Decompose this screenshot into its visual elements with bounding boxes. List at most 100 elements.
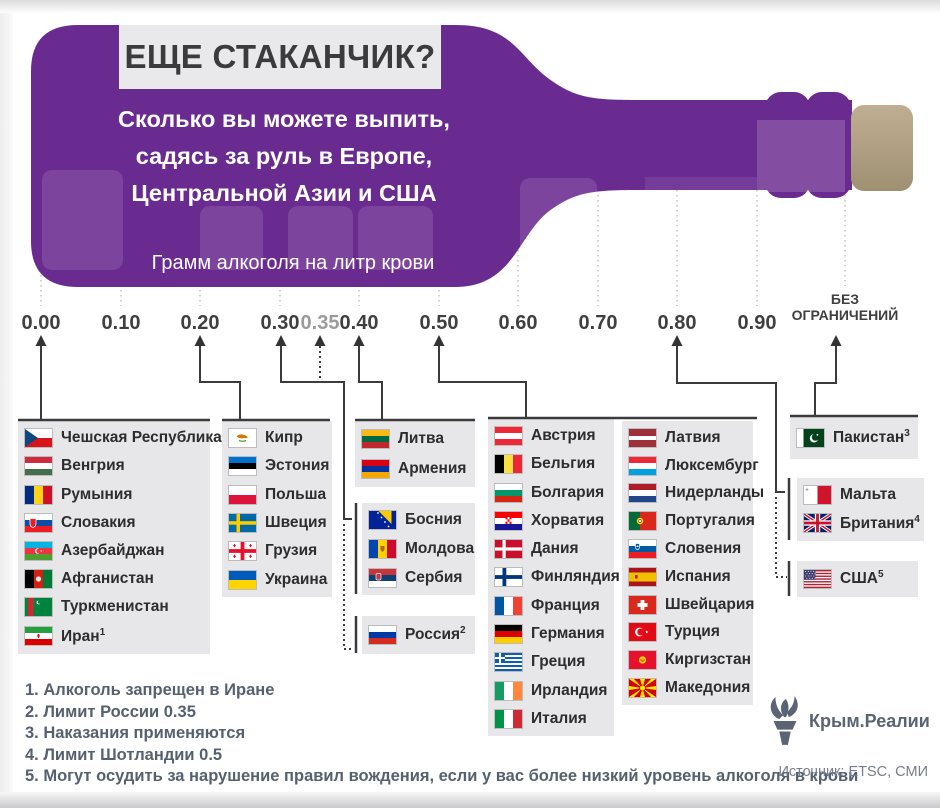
country-row: Франция	[488, 596, 614, 615]
country-label: Португалия	[665, 512, 755, 530]
country-label: Румыния	[61, 485, 133, 503]
tick-label-0.00: 0.00	[21, 312, 61, 334]
bottle-illustration	[31, 25, 913, 306]
no-limit-line: БЕЗ	[830, 291, 860, 307]
group-box-без ограничений: Пакистан3	[790, 417, 918, 459]
country-row: Сербия	[362, 568, 475, 587]
country-row: Ирландия	[488, 681, 614, 700]
sk-flag-icon	[25, 513, 52, 532]
country-label: Люксембург	[665, 456, 759, 474]
pl-flag-icon	[229, 485, 256, 504]
arrowhead-icon	[353, 335, 365, 346]
country-label: Македония	[665, 679, 751, 697]
tick-label-0.10: 0.10	[101, 312, 141, 334]
country-label: Австрия	[531, 427, 596, 445]
tick-label-0.60: 0.60	[498, 312, 538, 334]
country-row: Нидерланды	[622, 484, 764, 503]
mk-flag-icon	[629, 679, 656, 698]
lu-flag-icon	[629, 456, 656, 475]
gb-flag-icon	[804, 514, 831, 533]
af-flag-icon	[25, 570, 52, 589]
connector-russia-dashed	[343, 524, 354, 650]
country-label: Мальта	[840, 485, 896, 503]
subtitle-line: Центральной Азии и США	[131, 180, 437, 206]
country-row: Греция	[488, 653, 614, 672]
connector-usa-dashed	[775, 497, 787, 578]
country-label: Иран1	[61, 626, 106, 645]
country-label: Финляндия	[531, 568, 620, 586]
arrowhead-icon	[35, 335, 47, 346]
country-row: Грузия	[222, 542, 332, 561]
country-label: Словения	[665, 540, 742, 558]
group-box-0.80: Мальта Британия4	[797, 478, 924, 541]
page-edge-top	[0, 0, 940, 13]
country-label: Германия	[531, 624, 605, 642]
tick-label-0.80: 0.80	[657, 312, 697, 334]
tick-label-0.70: 0.70	[578, 312, 618, 334]
connector-0.50	[438, 344, 527, 418]
country-row: Британия4	[797, 514, 924, 533]
tick-label-0.90: 0.90	[737, 312, 777, 334]
ee-flag-icon	[229, 457, 256, 476]
country-label: Франция	[531, 596, 600, 614]
country-label: Азербайджан	[61, 541, 165, 559]
country-row: Иран1	[18, 627, 210, 646]
country-row: Турция	[622, 623, 753, 642]
ro-flag-icon	[25, 485, 52, 504]
country-label: Венгрия	[61, 457, 125, 475]
tick-label-0.40: 0.40	[339, 312, 379, 334]
country-label: Испания	[665, 567, 731, 585]
country-label: Афганистан	[61, 570, 154, 588]
footnotes: 1. Алкоголь запрещен в Иране 2. Лимит Рос…	[25, 680, 858, 788]
es-flag-icon	[629, 567, 656, 586]
country-row: Литва	[355, 430, 475, 448]
axis-label: Грамм алкоголя на литр крови	[151, 252, 435, 274]
arrowhead-icon	[314, 335, 326, 346]
subtitle-line: Сколько вы можете выпить,	[118, 106, 450, 132]
country-label: Туркменистан	[61, 598, 169, 616]
bottle-body	[31, 25, 852, 287]
bottle-neck-ring	[765, 92, 810, 198]
nl-flag-icon	[629, 484, 656, 503]
country-row: Словения	[622, 540, 753, 559]
country-label: Пакистан3	[833, 428, 910, 447]
country-row: Пакистан3	[790, 428, 918, 447]
country-row: Чешская Республика	[18, 429, 222, 448]
page-title: ЕЩЕ СТАКАНЧИК?	[119, 25, 441, 89]
country-label: Швейцария	[665, 595, 755, 613]
country-label: Литва	[398, 430, 444, 447]
kg-flag-icon	[629, 651, 656, 670]
country-row: Италия	[488, 709, 614, 728]
tick-no-limit: БЕЗ ОГРАНИЧЕНИЙ	[788, 291, 902, 323]
am-flag-icon	[362, 460, 389, 478]
md-flag-icon	[369, 539, 396, 558]
country-label: Италия	[531, 709, 587, 727]
cork	[851, 105, 913, 191]
footnote: 4. Лимит Шотландии 0.5	[25, 745, 223, 764]
country-row: Македония	[622, 679, 753, 698]
source-credit: Источник: ETSC, СМИ	[778, 764, 929, 780]
footnote: 5. Могут осудить за нарушение правил вож…	[25, 767, 859, 785]
fi-flag-icon	[495, 568, 522, 587]
us-flag-icon	[804, 570, 831, 588]
country-row: Дания	[488, 540, 614, 559]
no-limit-line: ОГРАНИЧЕНИЙ	[791, 307, 899, 323]
arrowhead-icon	[275, 335, 287, 346]
country-row: Киргизстан	[622, 651, 753, 670]
country-row: Румыния	[18, 485, 210, 504]
country-label: Кипр	[265, 429, 303, 447]
footnote: 2. Лимит России 0.35	[25, 702, 196, 721]
country-label: Сербия	[405, 568, 463, 586]
group-box-0.40: Литва Армения	[355, 421, 475, 487]
group-box-0.50: Латвия Люксембург Нидерланды Португалия Слов…	[622, 421, 764, 705]
de-flag-icon	[495, 624, 522, 643]
si-flag-icon	[629, 540, 656, 559]
subtitle-line: садясь за руль в Европе,	[135, 143, 433, 169]
country-label: Эстония	[265, 457, 330, 475]
connector-0.40	[358, 344, 383, 419]
pk-flag-icon	[797, 429, 824, 447]
country-label: Швеция	[265, 514, 327, 532]
rs-flag-icon	[369, 568, 396, 587]
country-row: Швеция	[222, 514, 332, 533]
